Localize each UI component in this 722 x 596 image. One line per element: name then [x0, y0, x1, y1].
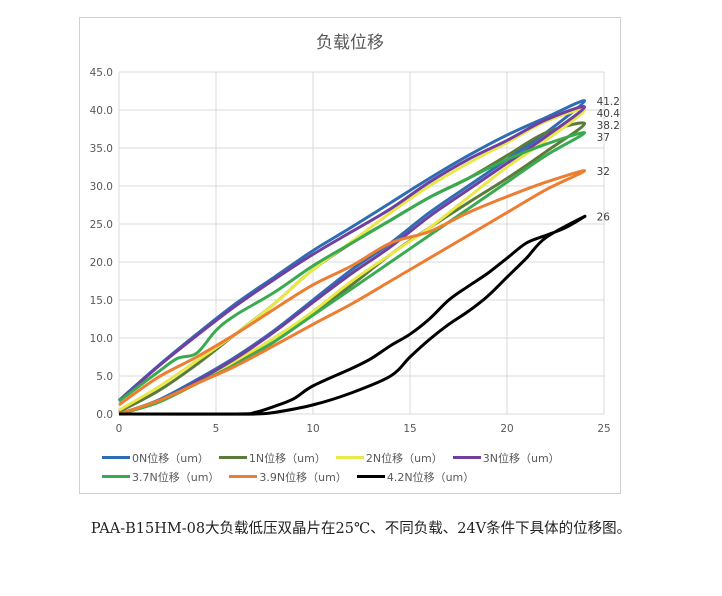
y-tick-label: 15.0: [90, 295, 113, 307]
chart-plot: 0.0 5.0 10.0 15.0 20.0 25.0 30.0 35.0 40.0 45.0 0 5…: [90, 67, 620, 435]
series-line-5: [118, 169, 587, 416]
y-tick-label: 30.0: [90, 181, 113, 193]
series-line-3: [118, 105, 587, 416]
x-tick-label: 25: [597, 423, 610, 435]
figure-caption: PAA-B15HM-08大负载低压双晶片在25℃、不同负载、24V条件下具体的位…: [90, 521, 632, 537]
data-label: 26: [597, 211, 611, 223]
legend-label: 2N位移（um）: [365, 451, 443, 465]
legend-item: 2N位移（um）: [335, 448, 443, 467]
legend-item: 1N位移（um）: [218, 448, 326, 467]
legend-swatch: [229, 475, 258, 478]
legend-swatch: [102, 456, 130, 459]
y-tick-label: 40.0: [90, 105, 113, 117]
legend-item: 4.2N位移（um）: [356, 467, 475, 486]
x-tick-label: 15: [403, 423, 416, 435]
data-label: 40.4: [597, 108, 620, 120]
series-line-4: [118, 131, 587, 416]
y-tick-label: 20.0: [90, 257, 113, 269]
legend-label: 3.7N位移（um）: [132, 470, 220, 484]
data-label: 32: [597, 166, 610, 178]
x-tick-label: 0: [116, 423, 123, 435]
y-tick-label: 35.0: [90, 143, 113, 155]
chart-frame: 负载位移 0.0 5.0 10.0 15.0 20.0 25.0 30.0 35.0 40.0 4…: [79, 17, 621, 494]
legend-item: 0N位移（um）: [102, 448, 209, 467]
data-label: 38.2: [597, 120, 620, 132]
y-tick-label: 45.0: [90, 67, 113, 79]
data-label: 41.2: [597, 96, 620, 108]
legend-label: 4.2N位移（um）: [386, 470, 475, 484]
data-label: 37: [597, 132, 610, 144]
y-tick-label: 10.0: [90, 333, 113, 345]
legend-label: 3.9N位移（um）: [259, 470, 347, 484]
x-tick-label: 20: [500, 423, 513, 435]
legend-swatch: [452, 456, 481, 459]
legend-swatch: [356, 475, 385, 478]
legend-item: 3N位移（um）: [452, 448, 560, 467]
legend-label: 1N位移（um）: [248, 451, 326, 465]
legend-item: 3.9N位移（um）: [229, 467, 347, 486]
y-tick-label: 5.0: [96, 371, 113, 383]
x-tick-label: 5: [213, 423, 220, 435]
legend-swatch: [102, 475, 130, 478]
legend-label: 0N位移（um）: [132, 451, 209, 465]
legend-swatch: [335, 456, 364, 459]
x-tick-label: 10: [306, 423, 319, 435]
legend-item: 3.7N位移（um）: [102, 467, 219, 486]
legend-swatch: [218, 456, 247, 459]
chart-title: 负载位移: [316, 33, 384, 53]
legend: 0N位移（um） 1N位移（um） 2N位移（um） 3N位移（um） 3.7N位移（u…: [102, 448, 618, 486]
legend-label: 3N位移（um）: [482, 451, 560, 465]
y-tick-label: 0.0: [96, 409, 113, 421]
series-line-6: [118, 214, 587, 416]
y-tick-label: 25.0: [90, 219, 113, 231]
series-line-2: [118, 107, 587, 416]
